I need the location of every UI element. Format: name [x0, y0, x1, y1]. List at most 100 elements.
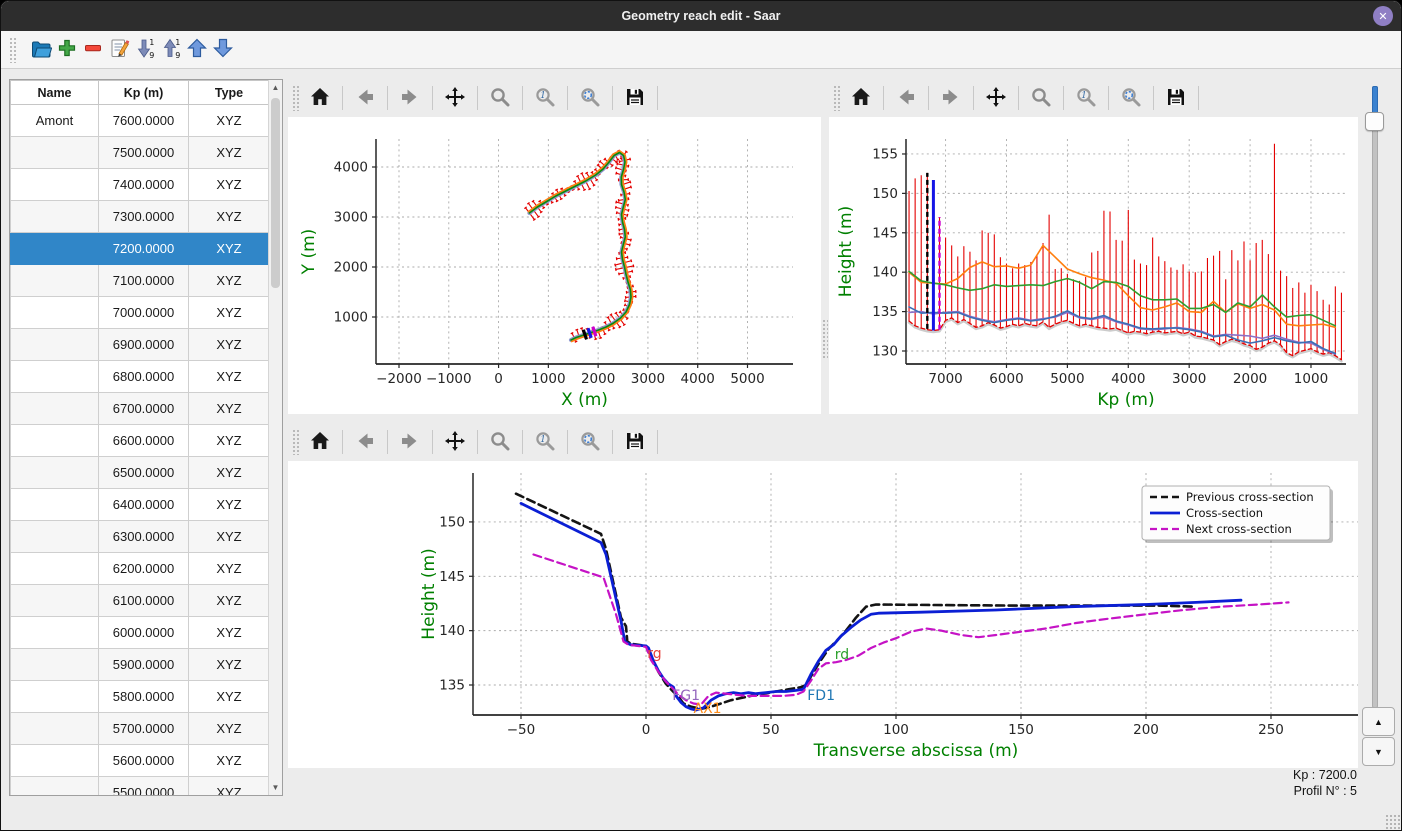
zoom-one-icon[interactable]: 1 — [530, 83, 560, 113]
table-cell[interactable]: XYZ — [188, 328, 270, 361]
forward-icon[interactable] — [936, 83, 966, 113]
save-icon[interactable] — [620, 83, 650, 113]
table-cell[interactable]: XYZ — [188, 456, 270, 489]
plan-view-canvas[interactable]: −2000 −1000 0 1000 2000 3000 4000 5000 1000 2000 3… — [288, 117, 821, 414]
scroll-down-icon[interactable]: ▼ — [271, 783, 280, 792]
home-icon[interactable] — [846, 83, 876, 113]
slider-handle[interactable] — [1365, 112, 1384, 131]
zoom-icon[interactable] — [485, 83, 515, 113]
table-cell[interactable]: XYZ — [188, 168, 270, 201]
table-cell[interactable]: 5500.0000 — [98, 776, 189, 795]
table-header-type[interactable]: Type — [188, 80, 270, 105]
table-cell[interactable]: 6900.0000 — [98, 328, 189, 361]
table-row[interactable]: 6700.0000 XYZ — [10, 392, 270, 425]
add-profile-icon[interactable] — [54, 36, 80, 62]
slider-track[interactable] — [1372, 86, 1378, 708]
back-icon[interactable] — [350, 83, 380, 113]
table-cell[interactable]: 7500.0000 — [98, 136, 189, 169]
plot-toolbar-grip[interactable] — [292, 429, 299, 455]
table-cell[interactable]: XYZ — [188, 104, 270, 137]
table-cell[interactable] — [10, 520, 99, 553]
table-row[interactable]: 6600.0000 XYZ — [10, 424, 270, 457]
table-cell[interactable]: XYZ — [188, 264, 270, 297]
table-cell[interactable]: 7400.0000 — [98, 168, 189, 201]
table-cell[interactable]: 5800.0000 — [98, 680, 189, 713]
table-row[interactable]: 5900.0000 XYZ — [10, 648, 270, 681]
table-row[interactable]: 5500.0000 XYZ — [10, 776, 270, 795]
table-row[interactable]: 7400.0000 XYZ — [10, 168, 270, 201]
pan-icon[interactable] — [440, 427, 470, 457]
profile-down-button[interactable]: ▼ — [1362, 737, 1395, 766]
title-bar[interactable]: Geometry reach edit - Saar ✕ — [1, 1, 1401, 31]
table-cell[interactable]: XYZ — [188, 552, 270, 585]
plot-toolbar-grip[interactable] — [833, 85, 840, 111]
table-cell[interactable] — [10, 360, 99, 393]
table-cell[interactable]: 7600.0000 — [98, 104, 189, 137]
scroll-up-icon[interactable]: ▲ — [271, 83, 280, 92]
table-cell[interactable]: XYZ — [188, 648, 270, 681]
move-up-icon[interactable] — [184, 36, 210, 62]
table-cell[interactable]: 6200.0000 — [98, 552, 189, 585]
table-cell[interactable] — [10, 424, 99, 457]
table-row[interactable]: 6300.0000 XYZ — [10, 520, 270, 553]
home-icon[interactable] — [305, 427, 335, 457]
table-cell[interactable]: 5700.0000 — [98, 712, 189, 745]
table-cell[interactable]: XYZ — [188, 520, 270, 553]
table-cell[interactable]: XYZ — [188, 200, 270, 233]
table-cell[interactable]: XYZ — [188, 776, 270, 795]
profile-up-button[interactable]: ▲ — [1362, 707, 1395, 736]
table-row[interactable]: 7100.0000 XYZ — [10, 264, 270, 297]
home-icon[interactable] — [305, 83, 335, 113]
table-cell[interactable] — [10, 200, 99, 233]
table-row[interactable]: 7300.0000 XYZ — [10, 200, 270, 233]
table-cell[interactable]: 6500.0000 — [98, 456, 189, 489]
table-cell[interactable]: XYZ — [188, 136, 270, 169]
table-row[interactable]: 5700.0000 XYZ — [10, 712, 270, 745]
table-cell[interactable]: 6600.0000 — [98, 424, 189, 457]
table-cell[interactable]: 6300.0000 — [98, 520, 189, 553]
table-header-name[interactable]: Name — [10, 80, 99, 105]
pan-icon[interactable] — [981, 83, 1011, 113]
table-row[interactable]: 6900.0000 XYZ — [10, 328, 270, 361]
cross-section-canvas[interactable]: −50 0 50 100 150 200 250 135 140 145 150 Transverse… — [288, 461, 1359, 768]
table-cell[interactable]: 7100.0000 — [98, 264, 189, 297]
table-row[interactable]: 7500.0000 XYZ — [10, 136, 270, 169]
table-header-kpm[interactable]: Kp (m) — [98, 80, 189, 105]
table-row[interactable]: 6800.0000 XYZ — [10, 360, 270, 393]
table-cell[interactable]: 5900.0000 — [98, 648, 189, 681]
save-icon[interactable] — [620, 427, 650, 457]
table-cell[interactable]: 5600.0000 — [98, 744, 189, 777]
table-cell[interactable]: XYZ — [188, 744, 270, 777]
open-folder-icon[interactable] — [28, 36, 54, 62]
table-cell[interactable] — [10, 328, 99, 361]
table-cell[interactable]: 6100.0000 — [98, 584, 189, 617]
table-cell[interactable] — [10, 712, 99, 745]
table-cell[interactable] — [10, 488, 99, 521]
table-cell[interactable]: XYZ — [188, 296, 270, 329]
pan-icon[interactable] — [440, 83, 470, 113]
table-cell[interactable]: 7200.0000 — [98, 232, 189, 265]
zoom-selection-icon[interactable] — [575, 83, 605, 113]
table-cell[interactable]: 6000.0000 — [98, 616, 189, 649]
table-cell[interactable]: XYZ — [188, 360, 270, 393]
forward-icon[interactable] — [395, 427, 425, 457]
table-row[interactable]: 7200.0000 XYZ — [10, 232, 270, 265]
profile-slider[interactable] — [1364, 86, 1384, 708]
move-down-icon[interactable] — [210, 36, 236, 62]
zoom-icon[interactable] — [485, 427, 515, 457]
table-cell[interactable] — [10, 168, 99, 201]
back-icon[interactable] — [891, 83, 921, 113]
edit-profile-icon[interactable] — [106, 36, 132, 62]
zoom-selection-icon[interactable] — [1116, 83, 1146, 113]
save-icon[interactable] — [1161, 83, 1191, 113]
table-row[interactable]: 6000.0000 XYZ — [10, 616, 270, 649]
forward-icon[interactable] — [395, 83, 425, 113]
table-row[interactable]: 6400.0000 XYZ — [10, 488, 270, 521]
table-cell[interactable] — [10, 392, 99, 425]
table-row[interactable]: 5600.0000 XYZ — [10, 744, 270, 777]
table-cell[interactable]: XYZ — [188, 392, 270, 425]
close-icon[interactable]: ✕ — [1373, 6, 1393, 26]
table-row[interactable]: Amont 7600.0000 XYZ — [10, 104, 270, 137]
